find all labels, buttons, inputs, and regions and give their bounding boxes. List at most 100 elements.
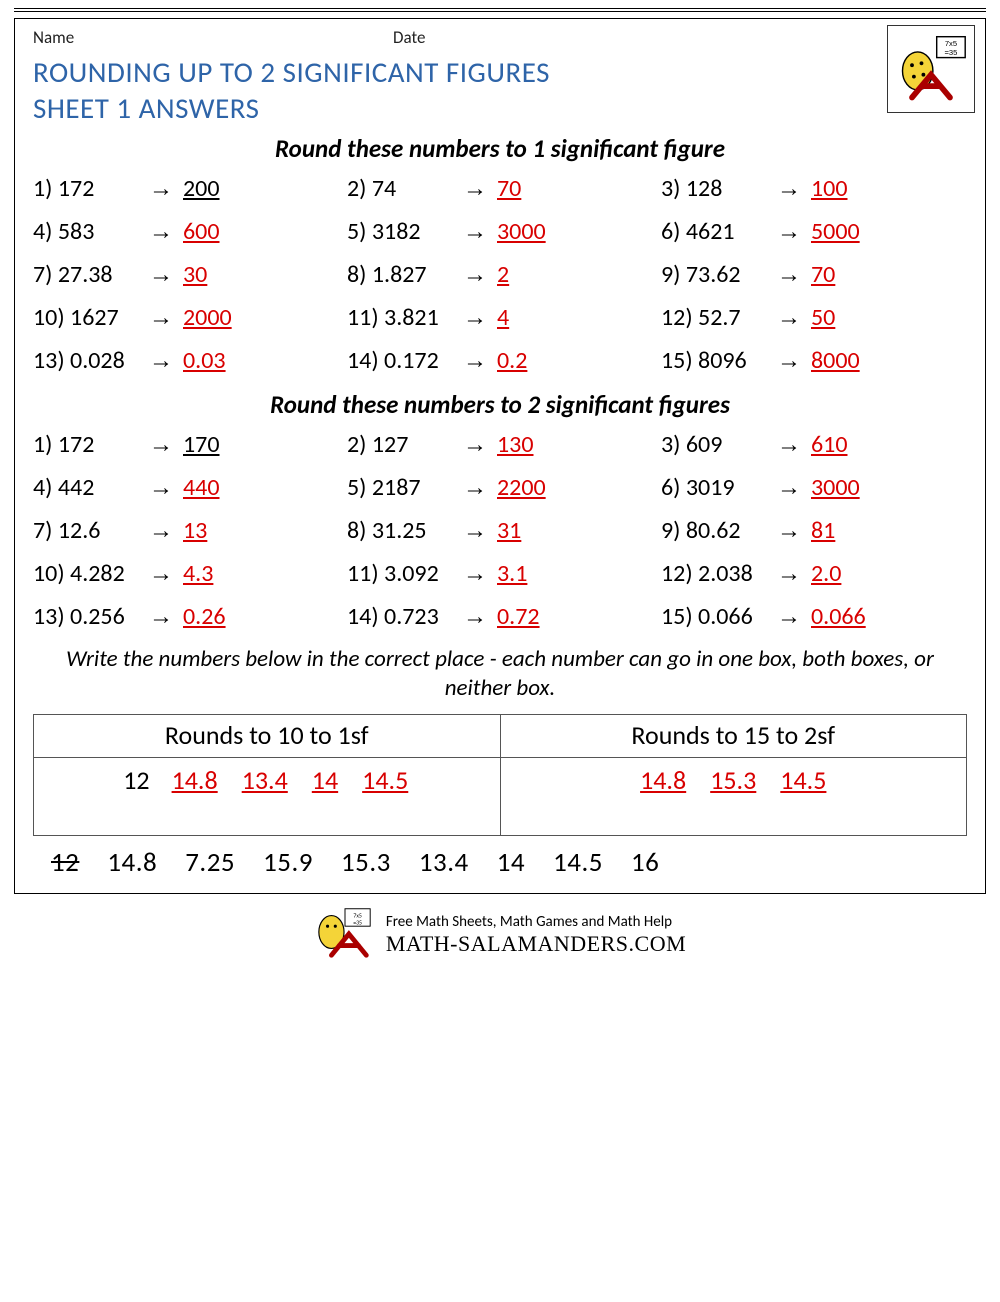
problem-item: 4) 442→440 xyxy=(33,473,339,502)
problem-answer: 200 xyxy=(183,174,339,203)
problem-item: 12) 52.7→50 xyxy=(661,303,967,332)
arrow-icon: → xyxy=(463,175,497,203)
pool-number: 7.25 xyxy=(185,846,235,879)
col2-cell: 14.815.314.5 xyxy=(500,758,967,836)
problem-answer: 2.0 xyxy=(811,559,967,588)
problem-answer: 0.03 xyxy=(183,346,339,375)
col1-cell: 1214.813.41414.5 xyxy=(34,758,501,836)
problem-item: 10) 4.282→4.3 xyxy=(33,559,339,588)
problem-answer: 610 xyxy=(811,430,967,459)
problem-answer: 130 xyxy=(497,430,653,459)
problem-question: 12) 52.7 xyxy=(661,303,777,332)
arrow-icon: → xyxy=(463,517,497,545)
problem-answer: 0.066 xyxy=(811,602,967,631)
footer-tagline: Free Math Sheets, Math Games and Math He… xyxy=(386,913,686,931)
cell-answer: 14 xyxy=(312,764,338,796)
problem-question: 8) 31.25 xyxy=(347,516,463,545)
arrow-icon: → xyxy=(149,431,183,459)
arrow-icon: → xyxy=(149,218,183,246)
problem-item: 3) 609→610 xyxy=(661,430,967,459)
problem-question: 3) 128 xyxy=(661,174,777,203)
problem-answer: 0.2 xyxy=(497,346,653,375)
problem-question: 7) 12.6 xyxy=(33,516,149,545)
arrow-icon: → xyxy=(777,175,811,203)
problem-answer: 3000 xyxy=(497,217,653,246)
problem-item: 3) 128→100 xyxy=(661,174,967,203)
problem-answer: 4 xyxy=(497,303,653,332)
problem-answer: 4.3 xyxy=(183,559,339,588)
problem-question: 5) 2187 xyxy=(347,473,463,502)
problem-question: 4) 583 xyxy=(33,217,149,246)
problem-item: 5) 3182→3000 xyxy=(347,217,653,246)
arrow-icon: → xyxy=(149,517,183,545)
arrow-icon: → xyxy=(777,304,811,332)
pool-number: 14.8 xyxy=(107,846,157,879)
arrow-icon: → xyxy=(463,474,497,502)
problem-question: 7) 27.38 xyxy=(33,260,149,289)
pool-number: 16 xyxy=(631,846,659,879)
problem-item: 12) 2.038→2.0 xyxy=(661,559,967,588)
arrow-icon: → xyxy=(777,431,811,459)
problem-question: 6) 4621 xyxy=(661,217,777,246)
arrow-icon: → xyxy=(463,304,497,332)
problem-answer: 170 xyxy=(183,430,339,459)
arrow-icon: → xyxy=(149,603,183,631)
problem-answer: 8000 xyxy=(811,346,967,375)
name-label: Name xyxy=(33,27,393,48)
pool-number: 12 xyxy=(51,846,79,879)
problem-answer: 2000 xyxy=(183,303,339,332)
problem-answer: 5000 xyxy=(811,217,967,246)
problem-answer: 31 xyxy=(497,516,653,545)
arrow-icon: → xyxy=(463,603,497,631)
problem-question: 8) 1.827 xyxy=(347,260,463,289)
problem-question: 11) 3.821 xyxy=(347,303,463,332)
problem-item: 7) 12.6→13 xyxy=(33,516,339,545)
problem-answer: 0.72 xyxy=(497,602,653,631)
svg-text:=35: =35 xyxy=(353,919,362,927)
arrow-icon: → xyxy=(149,347,183,375)
cell-answer: 14.5 xyxy=(362,764,408,796)
footer-text-block: Free Math Sheets, Math Games and Math He… xyxy=(386,913,686,957)
pool-number: 13.4 xyxy=(419,846,469,879)
problem-answer: 50 xyxy=(811,303,967,332)
arrow-icon: → xyxy=(777,347,811,375)
problem-question: 15) 0.066 xyxy=(661,602,777,631)
problem-item: 15) 8096→8000 xyxy=(661,346,967,375)
problem-answer: 2200 xyxy=(497,473,653,502)
title-line1: ROUNDING UP TO 2 SIGNIFICANT FIGURES xyxy=(33,54,550,90)
problem-answer: 70 xyxy=(497,174,653,203)
problem-item: 9) 73.62→70 xyxy=(661,260,967,289)
problem-answer: 0.26 xyxy=(183,602,339,631)
arrow-icon: → xyxy=(777,261,811,289)
problem-question: 2) 127 xyxy=(347,430,463,459)
title-line2: SHEET 1 ANSWERS xyxy=(33,90,259,126)
footer-logo-icon: 7x5 =35 xyxy=(314,904,376,965)
header-row: Name Date xyxy=(33,27,967,48)
problem-question: 6) 3019 xyxy=(661,473,777,502)
pool-number: 15.3 xyxy=(341,846,391,879)
problem-item: 5) 2187→2200 xyxy=(347,473,653,502)
section2-grid: 1) 172→1702) 127→1303) 609→6104) 442→440… xyxy=(33,430,967,631)
arrow-icon: → xyxy=(463,431,497,459)
problem-question: 13) 0.256 xyxy=(33,602,149,631)
problem-item: 2) 127→130 xyxy=(347,430,653,459)
cell-answer: 14.8 xyxy=(640,764,686,796)
arrow-icon: → xyxy=(463,218,497,246)
problem-item: 15) 0.066→0.066 xyxy=(661,602,967,631)
problem-question: 3) 609 xyxy=(661,430,777,459)
footer-brand: MATH-SALAMANDERS.COM xyxy=(386,931,686,957)
problem-answer: 70 xyxy=(811,260,967,289)
problem-answer: 2 xyxy=(497,260,653,289)
arrow-icon: → xyxy=(777,603,811,631)
problem-question: 14) 0.172 xyxy=(347,346,463,375)
problem-question: 10) 4.282 xyxy=(33,559,149,588)
problem-answer: 81 xyxy=(811,516,967,545)
pool-number: 14 xyxy=(497,846,525,879)
cell-answer: 14.8 xyxy=(172,764,218,796)
problem-item: 1) 172→200 xyxy=(33,174,339,203)
arrow-icon: → xyxy=(149,175,183,203)
arrow-icon: → xyxy=(777,218,811,246)
problem-answer: 600 xyxy=(183,217,339,246)
pool-number: 15.9 xyxy=(263,846,313,879)
section1-grid: 1) 172→2002) 74→703) 128→1004) 583→6005)… xyxy=(33,174,967,375)
